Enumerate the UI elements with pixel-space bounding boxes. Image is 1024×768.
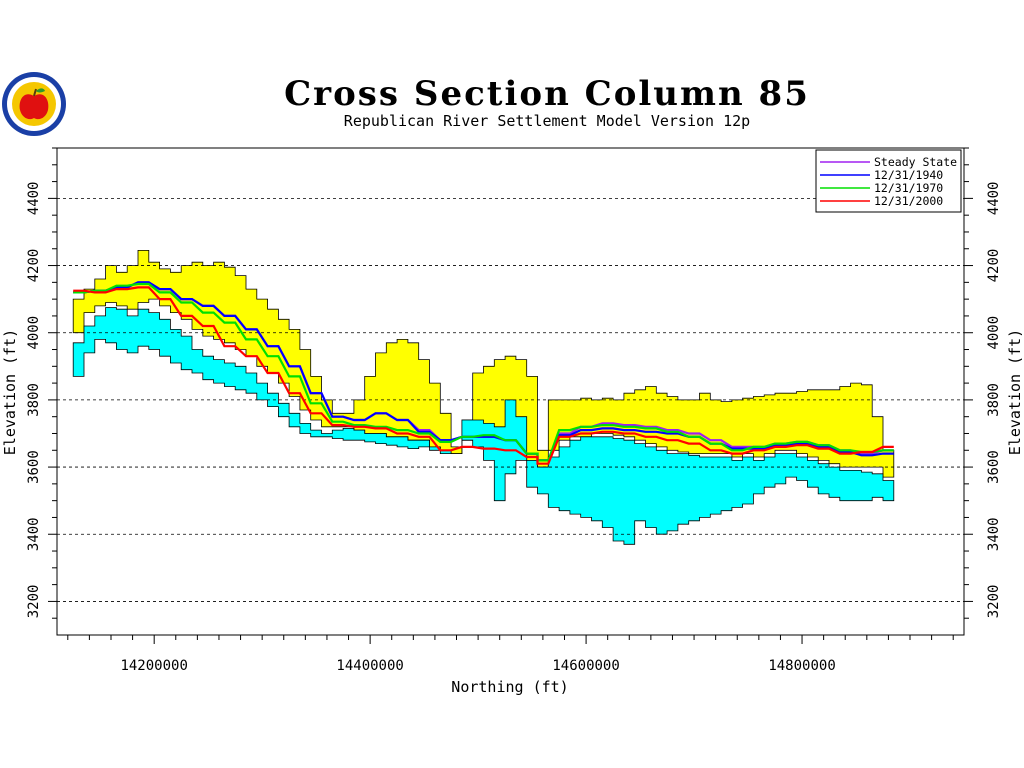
y-tick-label-right: 4000 (986, 316, 1002, 350)
y-axis-label-left: Elevation (ft) (1, 329, 19, 455)
apple-icon (19, 94, 49, 120)
x-tick-label: 14400000 (336, 658, 403, 674)
axes: 14200000 14400000 14600000 14800000 3200 3200… (26, 147, 1002, 674)
y-tick-label-right: 3400 (986, 517, 1002, 551)
y-tick-label-right: 3600 (986, 450, 1002, 484)
y-tick-label-left: 4200 (26, 249, 42, 283)
apple-seal-logo (2, 72, 66, 136)
series-line-12-31-1970 (73, 282, 894, 462)
y-tick-label-left: 4000 (26, 316, 42, 350)
leaf-icon (36, 88, 45, 93)
x-axis-label: Northing (ft) (451, 678, 568, 696)
legend-label-steady-state: Steady State (874, 155, 957, 169)
y-tick-label-right: 3200 (986, 585, 1002, 619)
x-tick-label: 14800000 (768, 658, 835, 674)
x-tick-label: 14600000 (552, 658, 619, 674)
layer-area-1 (72, 249, 895, 478)
chart-title: Cross Section Column 85 (284, 74, 810, 114)
x-tick-label: 14200000 (120, 658, 187, 674)
y-tick-label-left: 3400 (26, 517, 42, 551)
legend-label-12-31-1970: 12/31/1970 (874, 181, 943, 195)
legend-label-12-31-1940: 12/31/1940 (874, 168, 943, 182)
y-tick-label-left: 4400 (26, 182, 42, 216)
series-lines (73, 281, 894, 465)
legend-label-12-31-2000: 12/31/2000 (874, 194, 943, 208)
y-tick-label-right: 4200 (986, 249, 1002, 283)
y-tick-label-right: 4400 (986, 182, 1002, 216)
grid-lines (57, 197, 964, 602)
y-axis-label-right: Elevation (ft) (1006, 329, 1024, 455)
apple-stem-icon (33, 88, 37, 97)
y-tick-label-left: 3800 (26, 383, 42, 417)
plot-frame (56, 147, 965, 636)
y-tick-label-left: 3200 (26, 585, 42, 619)
series-line-12-31-2000 (73, 286, 894, 465)
series-line-12-31-1940 (73, 281, 894, 462)
chart-subtitle: Republican River Settlement Model Versio… (344, 112, 750, 130)
legend: Steady State12/31/194012/31/197012/31/20… (815, 149, 962, 213)
y-tick-label-right: 3800 (986, 383, 1002, 417)
layers-group (72, 249, 895, 545)
y-tick-label-left: 3600 (26, 450, 42, 484)
layer-area-2 (72, 307, 895, 545)
